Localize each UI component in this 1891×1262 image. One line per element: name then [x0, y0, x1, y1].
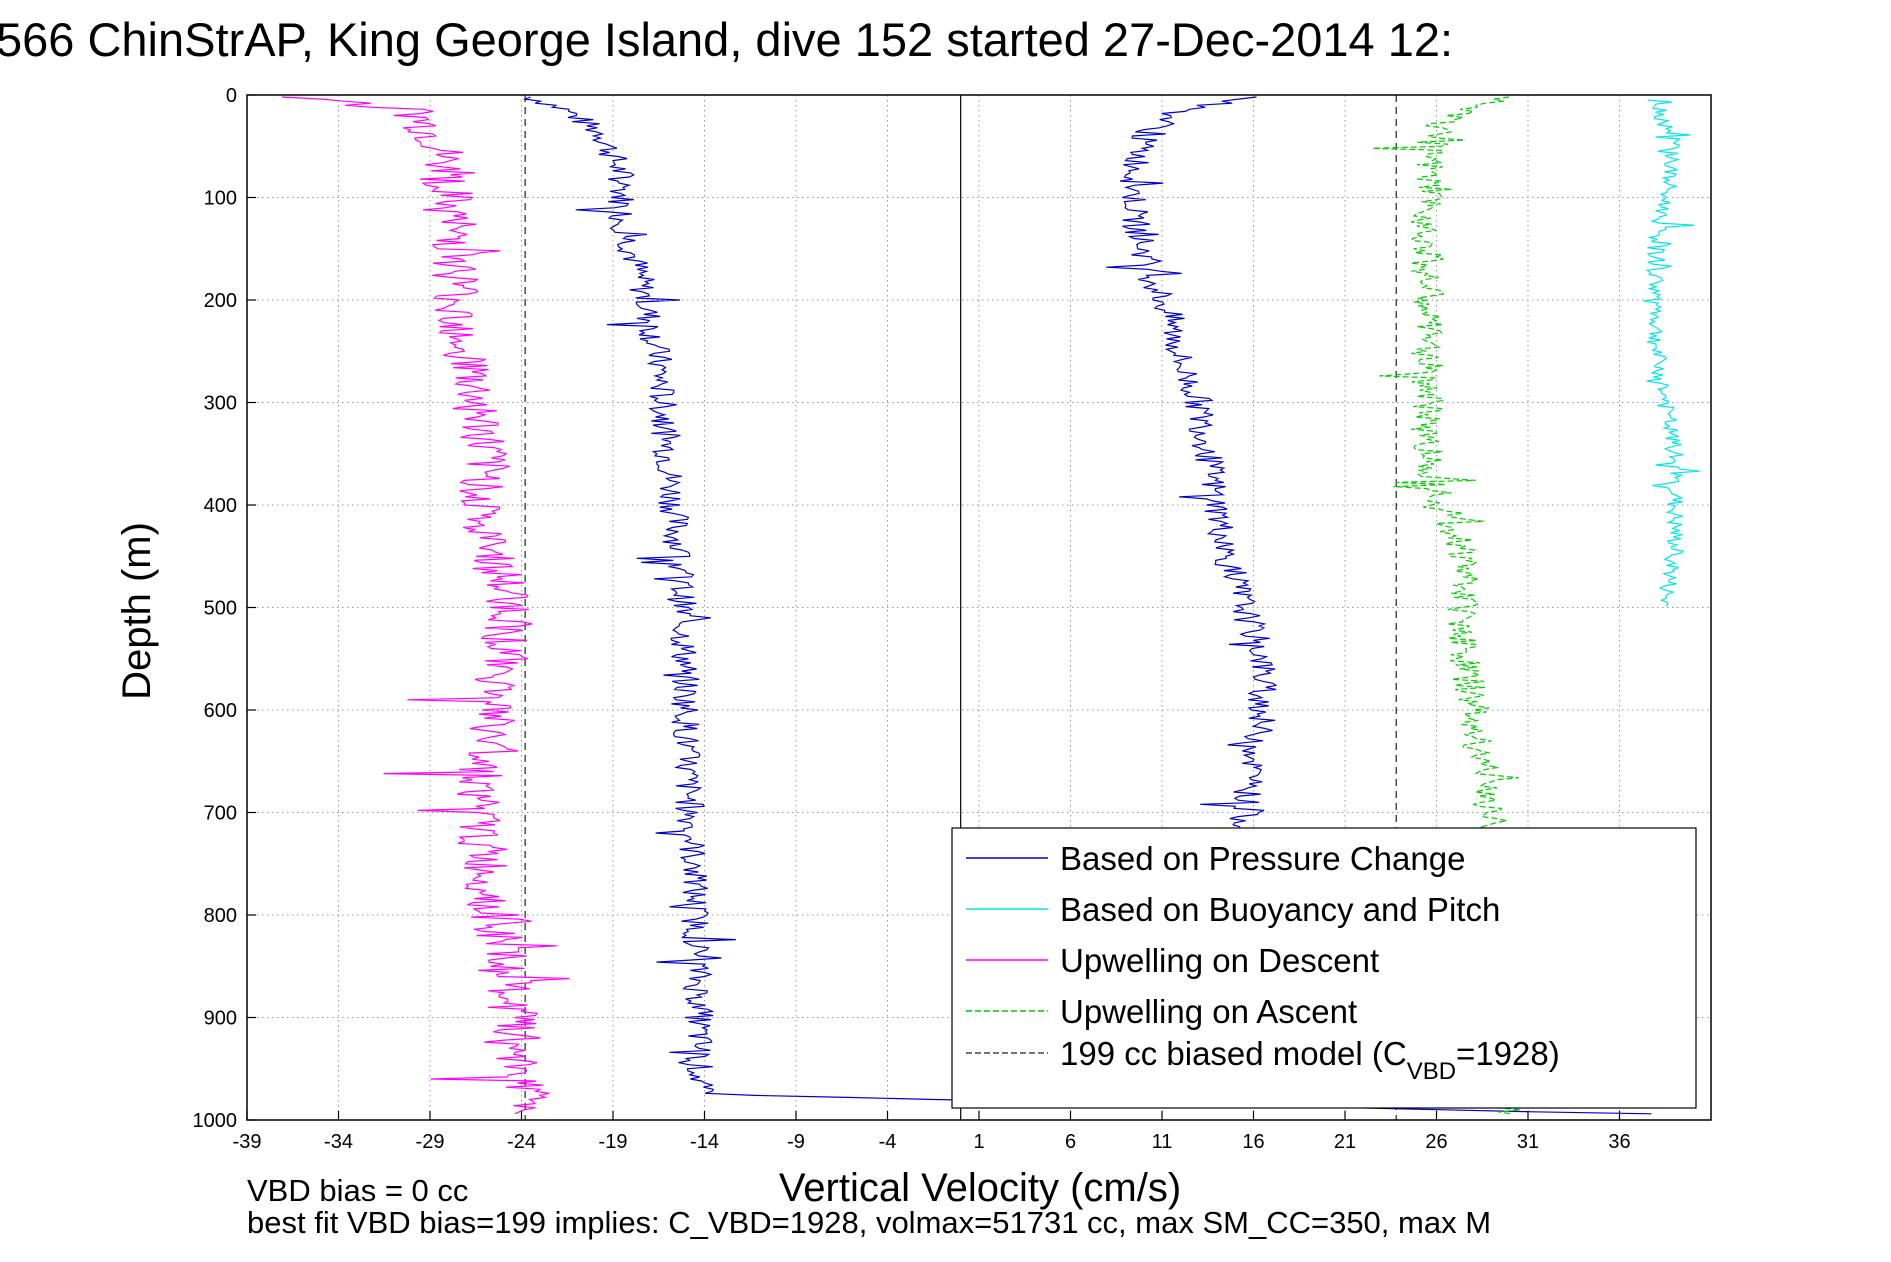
x-axis-label: Vertical Velocity (cm/s) — [779, 1166, 1181, 1210]
y-tick-label-10: 1000 — [193, 1110, 238, 1132]
series-group — [281, 96, 1700, 1115]
legend-label-2: Upwelling on Descent — [1060, 942, 1379, 979]
y-tick-label-4: 400 — [204, 495, 237, 517]
x-tick-label-7: -4 — [879, 1131, 897, 1153]
footer-line-1: VBD bias = 0 cc — [247, 1173, 468, 1208]
x-tick-label-9: 6 — [1065, 1131, 1076, 1153]
x-tick-label-8: 1 — [973, 1131, 984, 1153]
x-tick-label-12: 21 — [1334, 1131, 1356, 1153]
y-tick-label-9: 900 — [204, 1008, 237, 1030]
x-tick-label-5: -14 — [690, 1131, 719, 1153]
x-tick-label-15: 36 — [1608, 1131, 1630, 1153]
y-tick-label-7: 700 — [204, 803, 237, 825]
y-axis-label: Depth (m) — [115, 522, 159, 700]
legend-box — [951, 827, 1697, 1109]
x-tick-label-3: -24 — [507, 1131, 536, 1153]
y-tick-label-6: 600 — [204, 700, 237, 722]
legend-label-3: Upwelling on Ascent — [1060, 993, 1357, 1030]
legend-label-0: Based on Pressure Change — [1060, 840, 1465, 877]
x-tick-label-1: -34 — [324, 1131, 353, 1153]
y-tick-label-8: 800 — [204, 905, 237, 927]
x-tick-label-13: 26 — [1425, 1131, 1447, 1153]
x-tick-label-11: 16 — [1242, 1131, 1264, 1153]
x-tick-label-6: -9 — [787, 1131, 805, 1153]
chart-title: 566 ChinStrAP, King George Island, dive … — [0, 13, 1453, 66]
y-tick-label-5: 500 — [204, 598, 237, 620]
y-tick-label-1: 100 — [204, 188, 237, 210]
y-tick-label-0: 0 — [226, 85, 237, 107]
x-tick-label-2: -29 — [416, 1131, 445, 1153]
footer-line-2: best fit VBD bias=199 implies: C_VBD=192… — [247, 1205, 1491, 1240]
x-tick-label-4: -19 — [599, 1131, 628, 1153]
series-line-1 — [1106, 96, 1278, 828]
series-line-3 — [281, 96, 570, 1115]
series-line-2 — [1643, 99, 1700, 607]
x-tick-label-0: -39 — [233, 1131, 262, 1153]
x-tick-label-14: 31 — [1517, 1131, 1539, 1153]
legend: Based on Pressure Change Based on Buoyanc… — [951, 827, 1697, 1109]
y-axis-ticks: 0 100 200 300 400 500 600 700 800 900 1000 — [193, 85, 256, 1132]
series-line-0 — [522, 96, 1652, 1115]
y-tick-label-3: 300 — [204, 393, 237, 415]
x-tick-label-10: 11 — [1152, 1131, 1173, 1153]
y-tick-label-2: 200 — [204, 290, 237, 312]
legend-label-1: Based on Buoyancy and Pitch — [1060, 891, 1500, 928]
x-axis-ticks: -39 -34 -29 -24 -19 -14 -9 -4 1 6 11 16 21 26 31 36 — [233, 1111, 1631, 1153]
